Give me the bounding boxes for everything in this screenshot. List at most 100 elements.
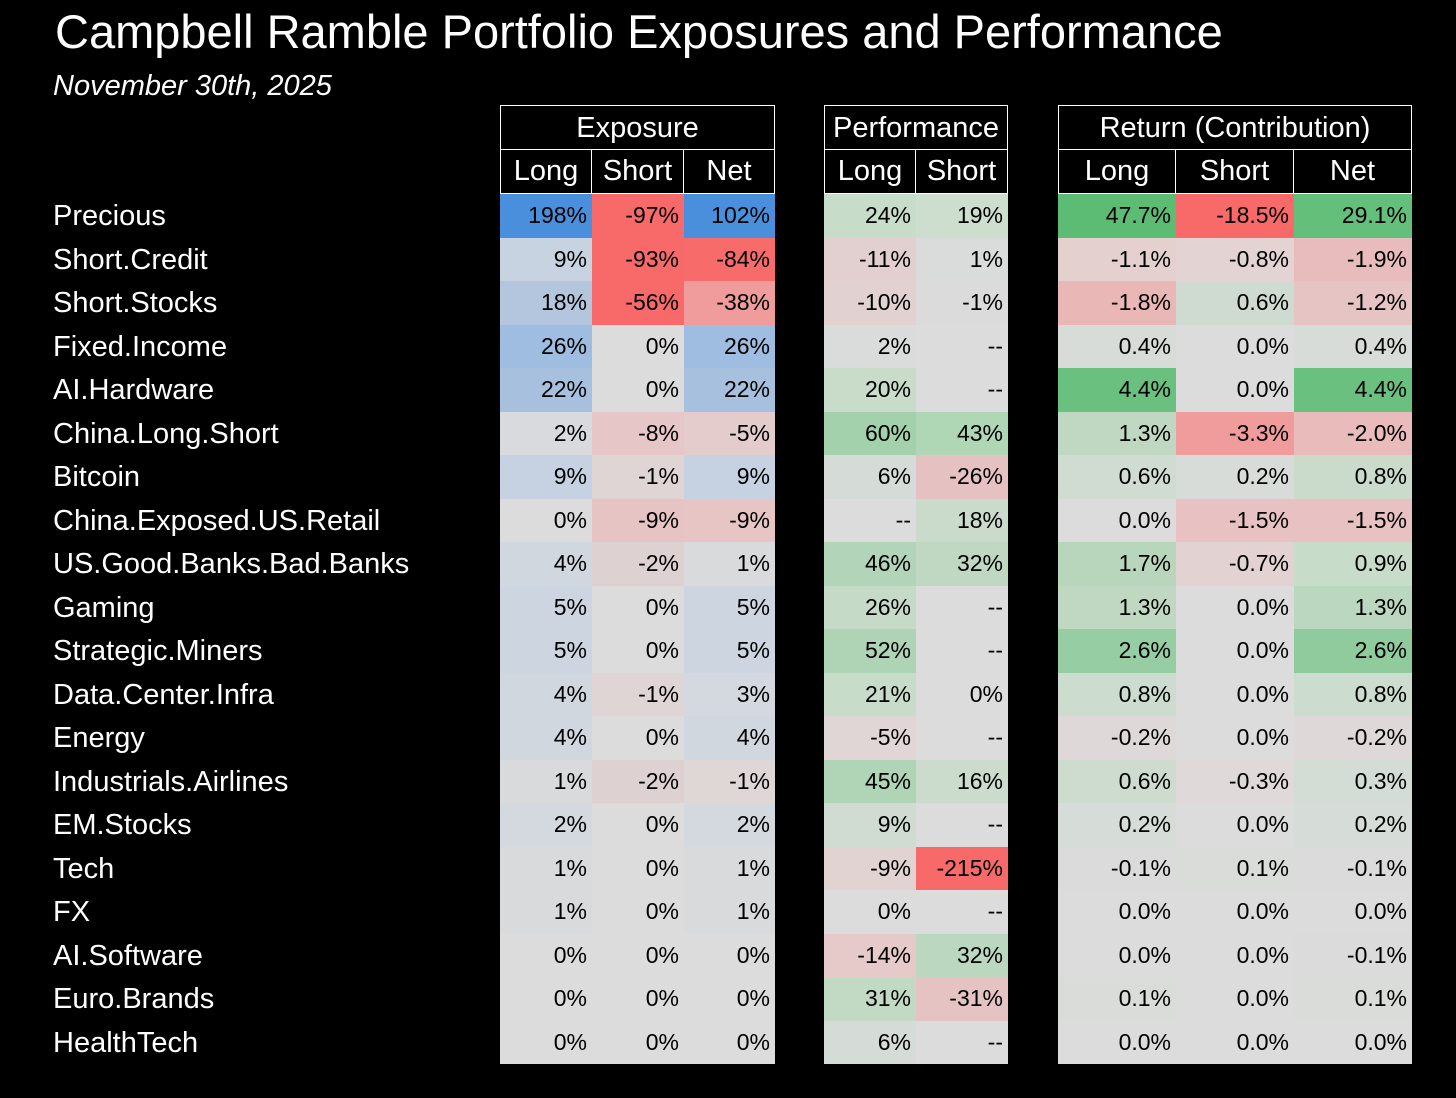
return-block: Return (Contribution) Long Short Net 47.7% -1… xyxy=(1058,105,1412,1064)
return-cell: 4.4% xyxy=(1294,368,1412,412)
exposure-cell: 9% xyxy=(684,455,775,499)
performance-column-header: Long xyxy=(824,150,916,194)
exposure-group-header: Exposure xyxy=(500,105,775,150)
exposure-cell: 1% xyxy=(500,846,592,890)
return-cell: 0.0% xyxy=(1176,368,1294,412)
performance-cell: -14% xyxy=(824,933,916,977)
performance-cell: 46% xyxy=(824,542,916,586)
return-column-header: Net xyxy=(1294,150,1412,194)
exposure-cell: 5% xyxy=(684,629,775,673)
return-cell: -0.1% xyxy=(1294,933,1412,977)
return-cell: 0.1% xyxy=(1176,846,1294,890)
performance-cell: 43% xyxy=(916,411,1008,455)
return-cell: -2.0% xyxy=(1294,411,1412,455)
row-label: Gaming xyxy=(53,591,155,624)
exposure-cell: 0% xyxy=(592,933,684,977)
return-column-header: Short xyxy=(1176,150,1294,194)
exposure-cell: -5% xyxy=(684,411,775,455)
return-cell: 0.6% xyxy=(1176,281,1294,325)
return-cell: 47.7% xyxy=(1058,194,1176,238)
return-cell: 0.0% xyxy=(1176,803,1294,847)
return-cell: -0.1% xyxy=(1058,846,1176,890)
performance-data-grid: 24% 19% -11% 1% -10% -1% 2% -- 20% -- 60% 43% 6% -26%… xyxy=(824,194,1008,1064)
exposure-cell: -93% xyxy=(592,237,684,281)
return-cell: 0.0% xyxy=(1058,933,1176,977)
row-label: Bitcoin xyxy=(53,461,141,493)
performance-cell: 9% xyxy=(824,803,916,847)
return-cell: 0.0% xyxy=(1176,672,1294,716)
exposure-cell: 5% xyxy=(684,585,775,629)
performance-block: Performance Long Short 24% 19% -11% 1% -10% -1% 2… xyxy=(824,105,1008,1064)
performance-cell: -- xyxy=(916,716,1008,760)
exposure-column-header: Net xyxy=(684,150,775,194)
page-title: Campbell Ramble Portfolio Exposures and … xyxy=(55,5,1223,58)
exposure-cell: 0% xyxy=(592,324,684,368)
performance-cell: 26% xyxy=(824,585,916,629)
performance-cell: -- xyxy=(824,498,916,542)
row-label: FX xyxy=(53,896,91,928)
return-cell: 0.0% xyxy=(1058,498,1176,542)
performance-cell: -- xyxy=(916,1020,1008,1064)
return-cell: 0.0% xyxy=(1058,890,1176,934)
exposure-cell: 3% xyxy=(684,672,775,716)
exposure-cell: 0% xyxy=(684,977,775,1021)
performance-cell: -- xyxy=(916,585,1008,629)
performance-cell: 32% xyxy=(916,933,1008,977)
performance-cell: 2% xyxy=(824,324,916,368)
row-label: Data.Center.Infra xyxy=(53,678,274,711)
row-label: Strategic.Miners xyxy=(53,635,263,667)
return-cell: 0.0% xyxy=(1176,585,1294,629)
performance-cell: 6% xyxy=(824,455,916,499)
row-label: Precious xyxy=(53,200,166,232)
return-cell: 2.6% xyxy=(1058,629,1176,673)
performance-cell: 0% xyxy=(824,890,916,934)
exposure-block: Exposure Long Short Net 198% -97% 102% 9% -93% -8… xyxy=(500,105,775,1064)
return-cell: 0.0% xyxy=(1176,716,1294,760)
exposure-cell: -2% xyxy=(592,542,684,586)
exposure-column-header: Short xyxy=(592,150,684,194)
return-cell: 0.2% xyxy=(1294,803,1412,847)
return-cell: 29.1% xyxy=(1294,194,1412,238)
exposure-cell: 2% xyxy=(500,411,592,455)
return-cell: 0.1% xyxy=(1058,977,1176,1021)
performance-cell: -- xyxy=(916,368,1008,412)
exposure-cell: -84% xyxy=(684,237,775,281)
return-cell: 1.3% xyxy=(1058,585,1176,629)
performance-cell: -1% xyxy=(916,281,1008,325)
exposure-cell: 22% xyxy=(500,368,592,412)
return-cell: -0.7% xyxy=(1176,542,1294,586)
return-cell: -18.5% xyxy=(1176,194,1294,238)
row-label: AI.Software xyxy=(53,939,203,972)
exposure-cell: 0% xyxy=(684,1020,775,1064)
performance-cell: -215% xyxy=(916,846,1008,890)
exposure-cell: 2% xyxy=(500,803,592,847)
exposure-data-grid: 198% -97% 102% 9% -93% -84% 18% -56% -38% 26% 0% 26… xyxy=(500,194,775,1064)
exposure-cell: 0% xyxy=(684,933,775,977)
return-cell: 0.0% xyxy=(1176,629,1294,673)
performance-column-header: Short xyxy=(916,150,1008,194)
exposure-cell: -9% xyxy=(592,498,684,542)
performance-cell: -31% xyxy=(916,977,1008,1021)
performance-cell: 45% xyxy=(824,759,916,803)
return-cell: 1.3% xyxy=(1294,585,1412,629)
exposure-cell: 1% xyxy=(684,890,775,934)
return-cell: -1.1% xyxy=(1058,237,1176,281)
exposure-cell: 4% xyxy=(500,716,592,760)
exposure-cell: 102% xyxy=(684,194,775,238)
performance-cell: 21% xyxy=(824,672,916,716)
performance-cell: 16% xyxy=(916,759,1008,803)
row-labels: Precious Short.Credit Short.Stocks Fixed.In… xyxy=(53,195,409,1065)
return-cell: 0.0% xyxy=(1294,890,1412,934)
row-label: Energy xyxy=(53,722,145,754)
row-label: Tech xyxy=(53,852,115,885)
exposure-cell: 0% xyxy=(592,585,684,629)
return-cell: 0.8% xyxy=(1294,672,1412,716)
return-column-header: Long xyxy=(1058,150,1176,194)
return-cell: 0.4% xyxy=(1294,324,1412,368)
exposure-cell: 4% xyxy=(684,716,775,760)
exposure-cell: 9% xyxy=(500,237,592,281)
return-data-grid: 47.7% -18.5% 29.1% -1.1% -0.8% -1.9% -1.8% 0.6%… xyxy=(1058,194,1412,1064)
performance-cell: -- xyxy=(916,324,1008,368)
row-label: EM.Stocks xyxy=(53,809,192,841)
exposure-cell: -9% xyxy=(684,498,775,542)
